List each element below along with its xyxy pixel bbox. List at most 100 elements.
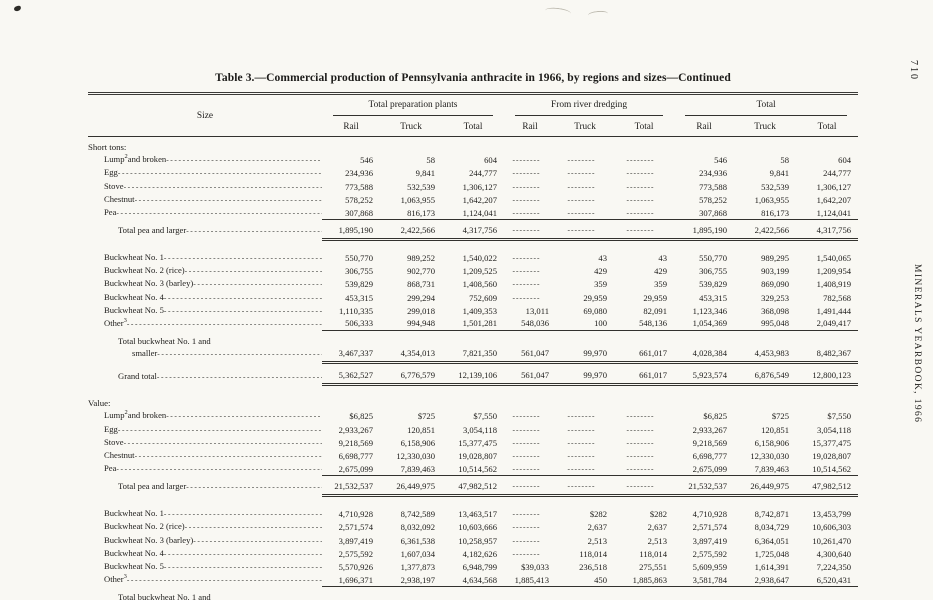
row-label: Buckwheat No. 2 (rice)	[88, 264, 322, 277]
table-row: Total buckwheat No. 1 andsmaller3,467,33…	[88, 330, 859, 365]
value-cell: 47,982,512	[796, 475, 859, 498]
group-header-label: From river dredging	[515, 100, 664, 116]
table-row: Buckwheat No. 5 5,570,926 1,377,873 6,948,7…	[88, 560, 858, 573]
value-cell: 1,409,353	[462, 305, 497, 316]
value-cell: 539,829	[699, 279, 728, 290]
empty-cell: --------	[556, 475, 614, 498]
value-cell: 82,091	[643, 305, 668, 316]
empty-cell: --------	[512, 252, 541, 262]
value-cell: 1,895,190	[674, 219, 735, 241]
scan-smudge	[544, 6, 572, 18]
footnote-marker: 2	[124, 409, 128, 417]
value-cell: 546	[714, 155, 728, 166]
value-cell: 58	[426, 155, 435, 166]
table-row: Total pea and larger1,895,1902,422,5664,…	[88, 219, 859, 241]
value-cell: 1,408,919	[816, 279, 852, 290]
table-title: Table 3.—Commercial production of Pennsy…	[215, 72, 731, 84]
value-cell: 1,614,391	[754, 561, 790, 572]
value-cell: 2,284,860	[614, 586, 675, 600]
value-cell: 661,017	[614, 362, 675, 387]
value-cell: 1,501,281	[442, 316, 504, 331]
empty-cell: --------	[626, 451, 655, 461]
value-cell: 1,491,444	[816, 305, 852, 316]
value-cell: 4,300,640	[816, 548, 852, 559]
value-cell: 15,377,475	[458, 437, 497, 448]
value-cell: 752,609	[469, 292, 497, 303]
table-row: Other31,696,3712,938,1974,634,5681,885,4…	[88, 573, 859, 587]
value-cell: 561,047	[504, 362, 556, 387]
empty-cell: --------	[504, 206, 556, 220]
value-cell: 604	[484, 155, 497, 166]
value-cell: 550,770	[345, 252, 373, 263]
value-cell: 4,182,626	[462, 548, 497, 559]
table-row: Buckwheat No. 3 (barley) 3,897,419 6,361,5…	[88, 534, 858, 547]
subheader-total: Total	[796, 117, 859, 137]
value-cell: 15,377,475	[812, 437, 852, 448]
value-cell: 2,675,099	[674, 462, 735, 476]
row-label: Pea	[88, 206, 322, 219]
section-heading: Short tons:	[88, 142, 127, 152]
value-cell: 2,575,592	[692, 548, 728, 559]
value-cell: 6,876,549	[734, 362, 797, 387]
subheader-truck: Truck	[380, 117, 442, 137]
empty-cell: --------	[614, 219, 675, 241]
group-header-total: Total	[674, 94, 858, 118]
value-cell: 275,551	[639, 561, 668, 572]
value-cell: 6,520,431	[796, 573, 859, 587]
value-cell: 7,839,463	[380, 462, 442, 476]
subheader-rail: Rail	[322, 117, 380, 137]
value-cell: 118,014	[639, 548, 668, 559]
value-cell: 47,982,512	[442, 475, 504, 498]
value-cell: 1,123,346	[692, 305, 728, 316]
footnote-marker: 2	[124, 153, 128, 161]
row-label: Buckwheat No. 3 (barley)	[88, 277, 322, 290]
value-cell: 3,897,419	[338, 535, 373, 546]
value-cell: 506,333	[322, 316, 380, 331]
group-header-label: Total preparation plants	[333, 100, 493, 116]
empty-cell: --------	[626, 194, 655, 204]
value-cell: 1,642,207	[462, 194, 497, 205]
empty-cell: --------	[567, 437, 596, 447]
table-row: Chestnut 578,252 1,063,955 1,642,207 -------…	[88, 193, 858, 206]
value-cell: 816,173	[380, 206, 442, 220]
row-label: Chestnut	[88, 193, 322, 206]
subheader-truck: Truck	[734, 117, 797, 137]
value-cell: 1,725,048	[754, 548, 790, 559]
value-cell: $725	[771, 411, 790, 422]
value-cell: 7,821,350	[442, 330, 504, 365]
value-cell: 3,897,419	[692, 535, 728, 546]
value-cell: 9,841	[769, 168, 790, 179]
value-cell: 4,028,384	[674, 330, 735, 365]
value-cell: 12,800,123	[796, 362, 859, 387]
value-cell: 1,696,371	[322, 573, 380, 587]
value-cell: 52,366,993	[796, 586, 859, 600]
value-cell: 773,588	[345, 181, 373, 192]
value-cell: 6,364,051	[754, 535, 790, 546]
value-cell: $282	[589, 509, 607, 520]
value-cell: 1,377,873	[400, 561, 435, 572]
empty-cell: --------	[556, 219, 614, 241]
value-cell: 4,317,756	[796, 219, 859, 241]
scan-smudge	[587, 10, 609, 19]
value-cell: 869,090	[761, 279, 790, 290]
value-cell: 2,933,267	[692, 424, 728, 435]
row-label: Total pea and larger	[88, 475, 322, 495]
value-cell: 6,698,777	[338, 451, 373, 462]
value-cell: 21,532,537	[674, 475, 735, 498]
empty-cell: --------	[512, 548, 541, 558]
empty-cell: --------	[626, 424, 655, 434]
empty-cell: --------	[614, 206, 675, 220]
row-label: Stove	[88, 180, 322, 193]
empty-cell: --------	[567, 168, 596, 178]
table-row: Buckwheat No. 5 1,110,335 299,018 1,409,353…	[88, 304, 858, 317]
row-label: Buckwheat No. 5	[88, 560, 322, 573]
value-cell: 10,261,470	[812, 535, 852, 546]
value-cell: 539,829	[345, 279, 373, 290]
value-cell: $39,033	[521, 561, 549, 572]
value-cell: 2,422,566	[380, 219, 442, 241]
value-cell: 816,173	[734, 206, 797, 220]
value-cell: 4,710,928	[338, 509, 373, 520]
value-cell: 307,868	[674, 206, 735, 220]
